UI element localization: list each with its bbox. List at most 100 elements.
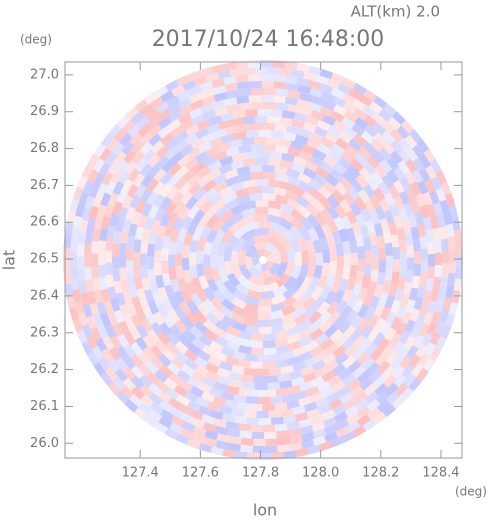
echo-cell — [319, 236, 330, 251]
echo-cell — [284, 261, 295, 277]
echo-cell — [422, 191, 433, 206]
echo-cell — [398, 239, 407, 253]
echo-cell — [309, 391, 324, 403]
echo-cell — [150, 219, 161, 233]
echo-cell — [264, 281, 280, 292]
echo-cell — [257, 220, 273, 229]
echo-cell — [434, 252, 442, 266]
echo-cell — [117, 333, 130, 348]
echo-cell — [134, 276, 144, 290]
echo-cell — [80, 292, 90, 306]
echo-cell — [93, 216, 104, 230]
echo-cell — [417, 223, 427, 238]
echo-cell — [207, 401, 221, 412]
x-tick-label: 127.6 — [182, 466, 219, 481]
echo-cell — [210, 241, 220, 256]
echo-cell — [107, 160, 120, 175]
echo-cell — [419, 236, 428, 250]
echo-cell — [305, 115, 320, 127]
echo-cell — [366, 154, 380, 169]
echo-cell — [201, 344, 217, 357]
echo-cell — [166, 186, 180, 201]
echo-cell — [360, 207, 372, 223]
echo-cell — [139, 384, 154, 398]
echo-cell — [419, 273, 428, 286]
echo-cell — [153, 250, 162, 263]
echo-cell — [260, 94, 274, 103]
echo-cell — [164, 428, 179, 440]
echo-cell — [269, 353, 283, 362]
echo-cell — [177, 97, 192, 109]
y-tick-label: 26.9 — [30, 104, 59, 119]
echo-cell — [326, 300, 340, 316]
echo-cell — [203, 254, 211, 268]
echo-cell — [385, 350, 399, 365]
echo-cell — [198, 333, 213, 347]
echo-cell — [383, 103, 397, 117]
echo-cell — [84, 267, 93, 280]
echo-cell — [208, 115, 222, 126]
echo-cell — [335, 137, 350, 151]
echo-cell — [198, 275, 210, 290]
echo-cell — [337, 385, 352, 398]
echo-cell — [238, 387, 252, 397]
echo-cell — [96, 182, 108, 197]
echo-cell — [231, 264, 244, 280]
y-tick-label: 26.0 — [30, 436, 59, 451]
echo-cell — [72, 215, 82, 229]
echo-cell — [110, 298, 121, 312]
echo-cell — [284, 75, 298, 85]
echo-cell — [301, 250, 310, 265]
echo-cell — [230, 181, 245, 193]
echo-cell — [193, 186, 207, 201]
echo-cell — [223, 97, 238, 107]
echo-cell — [245, 325, 259, 334]
echo-cell — [412, 334, 425, 349]
echo-cell — [192, 425, 207, 437]
echo-cell — [253, 438, 266, 447]
echo-cell — [104, 250, 113, 263]
echo-cell — [237, 401, 251, 411]
echo-cell — [138, 363, 152, 377]
echo-cell — [406, 257, 415, 271]
echo-cell — [212, 197, 227, 211]
echo-cell — [391, 395, 406, 410]
echo-cell — [342, 191, 356, 206]
echo-cell — [212, 173, 228, 186]
echo-cell — [430, 310, 442, 325]
echo-cell — [280, 365, 295, 375]
echo-cell — [414, 313, 426, 328]
echo-cell — [184, 195, 199, 210]
echo-cell — [341, 288, 353, 303]
echo-cell — [401, 364, 415, 378]
echo-cell — [247, 452, 260, 460]
echo-cell — [230, 117, 244, 127]
echo-cell — [304, 339, 319, 352]
echo-cell — [375, 206, 386, 221]
echo-cell — [249, 123, 263, 131]
echo-cell — [419, 301, 430, 316]
echo-cell — [66, 210, 76, 224]
echo-cell — [341, 116, 356, 129]
echo-cell — [100, 372, 114, 387]
echo-cell — [411, 169, 424, 184]
echo-cell — [142, 346, 156, 361]
echo-cell — [390, 271, 400, 285]
echo-cell — [270, 130, 284, 139]
echo-cell — [264, 431, 277, 439]
echo-cell — [133, 251, 141, 265]
echo-cell — [293, 345, 308, 357]
echo-cell — [104, 366, 118, 381]
echo-cell — [186, 342, 201, 356]
echo-cell — [218, 163, 233, 175]
echo-cell — [298, 350, 313, 363]
echo-cell — [164, 146, 179, 160]
echo-cell — [263, 144, 277, 152]
echo-cell — [206, 123, 221, 134]
echo-cell — [126, 302, 137, 317]
echo-cell — [443, 211, 453, 226]
echo-cell — [290, 217, 305, 231]
echo-cell — [279, 159, 294, 170]
echo-cell — [196, 302, 211, 317]
echo-cell — [321, 409, 336, 421]
